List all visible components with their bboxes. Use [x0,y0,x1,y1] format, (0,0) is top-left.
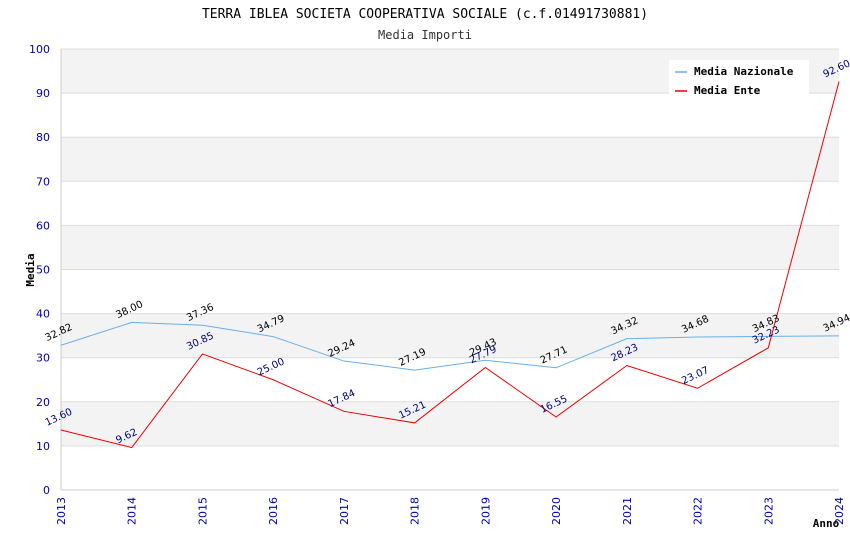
series-line-media-ente [60,81,840,449]
series-lines [60,81,840,449]
y-tick-label: 40 [36,308,50,321]
legend-label-media-nazionale: Media Nazionale [694,65,794,78]
legend-box [669,60,809,96]
grid-lines [60,48,839,491]
plot-band [61,93,839,138]
legend-label-media-ente: Media Ente [694,84,761,97]
x-tick-label: 2021 [621,497,634,525]
plot-band [61,137,839,182]
plot-band [61,181,839,226]
x-tick-label: 2023 [762,497,775,525]
series-line-media-nazionale [60,321,840,371]
y-tick-label: 20 [36,396,50,409]
x-tick-label: 2018 [409,497,422,525]
x-tick-label: 2024 [833,497,846,525]
legend: Media Nazionale Media Ente [669,60,809,97]
plot-band [61,225,839,270]
y-tick-label: 10 [36,440,50,453]
y-tick-label: 90 [36,87,50,100]
y-tick-label: 60 [36,219,50,232]
x-tick-label: 2020 [550,497,563,525]
y-axis-ticks: 0 10 20 30 40 50 60 70 80 90 100 [29,43,50,497]
plot-band [61,401,839,446]
y-axis-label: Media [24,253,37,286]
x-tick-label: 2014 [126,497,139,525]
plot-band [61,313,839,358]
x-tick-label: 2015 [196,497,209,525]
plot-band [61,445,839,490]
x-tick-label: 2013 [55,497,68,525]
plot-bands [61,49,839,490]
x-tick-label: 2019 [479,497,492,525]
x-tick-label: 2017 [338,497,351,525]
chart-subtitle: Media Importi [378,28,472,42]
y-tick-label: 70 [36,175,50,188]
x-axis-label: Anno [813,517,840,530]
y-tick-label: 80 [36,131,50,144]
x-axis-ticks: 2013 2014 2015 2016 2017 2018 2019 2020 2021 2022… [55,497,846,525]
y-tick-label: 0 [43,484,50,497]
y-tick-label: 100 [29,43,50,56]
x-tick-label: 2016 [267,497,280,525]
y-tick-label: 30 [36,352,50,365]
plot-band [61,269,839,314]
chart-title: TERRA IBLEA SOCIETA COOPERATIVA SOCIALE … [202,7,648,22]
x-tick-label: 2022 [692,497,705,525]
y-tick-label: 50 [36,264,50,277]
